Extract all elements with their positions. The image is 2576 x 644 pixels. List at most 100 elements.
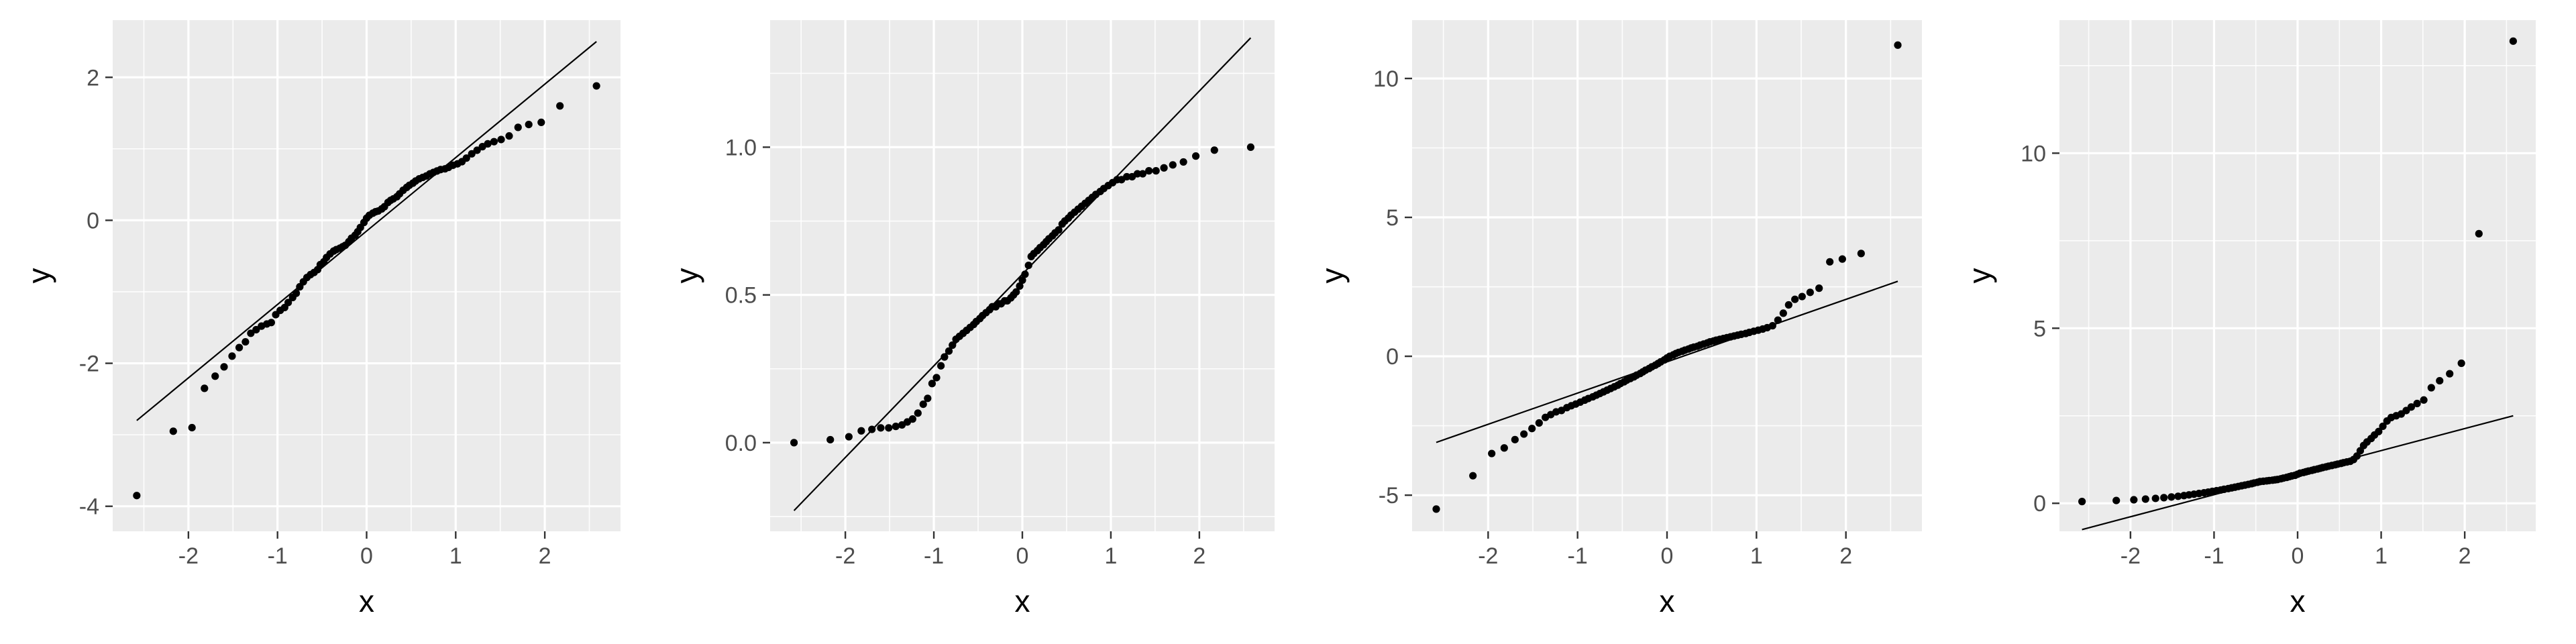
qq-point <box>2509 37 2517 45</box>
x-tick-label: 0 <box>360 543 373 569</box>
qq-point <box>1145 167 1153 175</box>
qq-point <box>914 409 922 417</box>
y-tick-label: 2 <box>87 65 99 91</box>
y-tick-label: -2 <box>79 352 99 377</box>
qq-point <box>1246 143 1254 151</box>
qq-panel-3: -2 -1 0 1 2 -5 0 5 10 x y <box>1315 20 1922 619</box>
qq-point <box>133 492 141 500</box>
qq-point <box>188 423 196 432</box>
y-tick-label: 5 <box>2033 316 2046 341</box>
qq-point <box>462 154 470 162</box>
qq-panel-4: -2 -1 0 1 2 0 5 10 x y <box>1962 20 2536 619</box>
qq-point <box>932 374 941 382</box>
qq-point <box>1169 161 1177 169</box>
qq-point <box>1018 276 1026 284</box>
qq-point <box>2379 422 2387 431</box>
qq-point <box>2375 427 2383 435</box>
qq-point <box>2130 496 2138 504</box>
x-tick-label: -1 <box>924 543 944 569</box>
qq-point <box>845 433 853 441</box>
qq-point <box>928 380 936 388</box>
x-tick-label: 1 <box>1104 543 1117 569</box>
qq-point <box>514 123 522 131</box>
x-tick-label: -1 <box>1568 543 1588 569</box>
x-axis-title: x <box>1015 584 1030 619</box>
x-tick-label: 2 <box>539 543 551 569</box>
x-tick-label: 1 <box>1750 543 1763 569</box>
y-axis-title: y <box>1315 268 1350 284</box>
qq-point <box>2112 496 2121 504</box>
qq-point <box>2174 492 2182 500</box>
x-tick-label: -2 <box>178 543 199 569</box>
qq-point <box>1500 444 1508 452</box>
qq-point <box>1894 41 1902 49</box>
qq-point <box>790 439 798 447</box>
qq-point <box>556 102 564 110</box>
qq-point <box>1488 449 1496 458</box>
qq-point <box>2427 384 2435 392</box>
qq-reference-line <box>136 41 597 421</box>
qq-point <box>885 424 893 432</box>
qq-point <box>826 435 835 444</box>
qq-point <box>1815 284 1823 292</box>
qq-point <box>473 146 481 154</box>
qq-point <box>201 384 209 392</box>
qq-point <box>1016 282 1024 290</box>
qq-point <box>592 82 600 90</box>
qq-point <box>2078 498 2086 506</box>
qq-point <box>941 353 949 361</box>
qq-point <box>484 140 492 148</box>
qq-point <box>892 423 900 431</box>
x-tick-label: 2 <box>1839 543 1852 569</box>
qq-point <box>252 325 260 334</box>
y-axis-title: y <box>669 268 704 284</box>
y-tick-label: 0 <box>2033 491 2046 517</box>
x-tick-label: -1 <box>268 543 288 569</box>
qq-point <box>211 372 219 380</box>
qq-point <box>2407 403 2416 411</box>
y-tick-label: 1.0 <box>725 135 757 160</box>
qq-point <box>1826 258 1834 266</box>
qq-point <box>1784 301 1792 309</box>
qq-panel-2: -2 -1 0 1 2 0.0 0.5 1.0 x y <box>669 20 1275 619</box>
x-tick-label: 0 <box>1661 543 1674 569</box>
x-tick-label: 2 <box>1193 543 1205 569</box>
qq-point <box>2413 399 2421 408</box>
qq-point <box>2141 495 2149 503</box>
qq-point <box>220 363 228 371</box>
qq-point <box>2436 376 2444 385</box>
qq-point <box>169 427 177 435</box>
qq-point <box>1210 146 1218 154</box>
qq-point <box>1806 288 1814 297</box>
y-tick-label: -5 <box>1379 483 1399 508</box>
x-tick-label: 0 <box>2292 543 2304 569</box>
x-tick-label: 0 <box>1016 543 1029 569</box>
qq-point <box>241 337 250 346</box>
qq-point <box>1024 261 1032 270</box>
qq-point <box>2475 229 2483 237</box>
qq-point <box>1774 316 1782 324</box>
x-tick-label: 1 <box>449 543 462 569</box>
qq-point <box>228 352 236 360</box>
qq-point <box>877 424 885 432</box>
qq-point <box>1768 321 1776 330</box>
qq-point <box>1123 172 1131 181</box>
qq-point <box>1791 295 1799 303</box>
qq-point <box>525 120 533 129</box>
qq-point <box>949 341 957 350</box>
y-axis-title: y <box>21 268 56 284</box>
y-tick-label: 0 <box>1386 344 1399 370</box>
x-axis-title: x <box>359 584 374 619</box>
qq-point <box>1857 250 1865 258</box>
x-tick-label: -2 <box>835 543 855 569</box>
qq-point <box>497 136 505 144</box>
x-tick-label: 2 <box>2459 543 2471 569</box>
y-tick-label: 0.0 <box>725 431 757 456</box>
qq-point <box>1520 430 1528 438</box>
qq-point <box>1160 164 1168 172</box>
qq-point <box>1779 309 1787 317</box>
qq-point <box>1528 425 1536 433</box>
x-axis-title: x <box>2290 584 2306 619</box>
qq-point <box>1138 170 1147 178</box>
